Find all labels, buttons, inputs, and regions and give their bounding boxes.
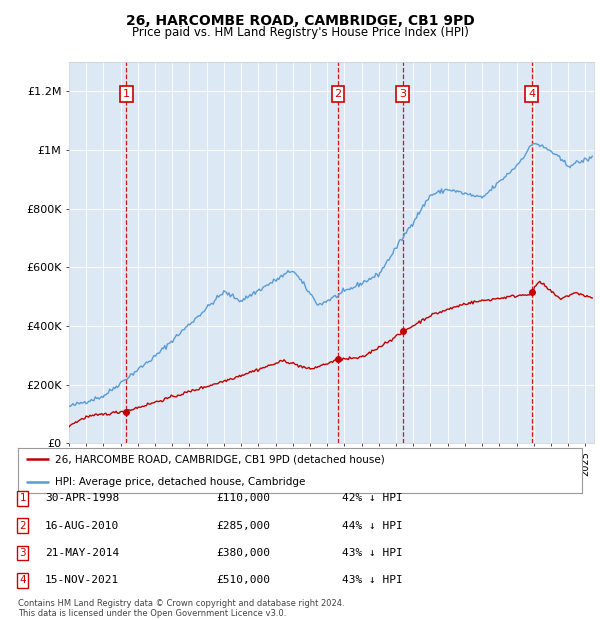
Text: £110,000: £110,000 [216,494,270,503]
Text: Price paid vs. HM Land Registry's House Price Index (HPI): Price paid vs. HM Land Registry's House … [131,26,469,39]
Text: 15-NOV-2021: 15-NOV-2021 [45,575,119,585]
Text: 1: 1 [123,89,130,99]
Text: 42% ↓ HPI: 42% ↓ HPI [342,494,403,503]
Text: £510,000: £510,000 [216,575,270,585]
Text: 4: 4 [19,575,26,585]
Text: 43% ↓ HPI: 43% ↓ HPI [342,575,403,585]
Text: 26, HARCOMBE ROAD, CAMBRIDGE, CB1 9PD: 26, HARCOMBE ROAD, CAMBRIDGE, CB1 9PD [125,14,475,28]
Text: 2: 2 [19,521,26,531]
Text: £380,000: £380,000 [216,548,270,558]
Text: 30-APR-1998: 30-APR-1998 [45,494,119,503]
Text: 3: 3 [19,548,26,558]
Text: 16-AUG-2010: 16-AUG-2010 [45,521,119,531]
Text: 26, HARCOMBE ROAD, CAMBRIDGE, CB1 9PD (detached house): 26, HARCOMBE ROAD, CAMBRIDGE, CB1 9PD (d… [55,454,385,464]
Text: 2: 2 [334,89,341,99]
Text: 43% ↓ HPI: 43% ↓ HPI [342,548,403,558]
Text: 1: 1 [19,494,26,503]
Text: 4: 4 [528,89,535,99]
Text: 44% ↓ HPI: 44% ↓ HPI [342,521,403,531]
Text: 3: 3 [399,89,406,99]
Text: 21-MAY-2014: 21-MAY-2014 [45,548,119,558]
Text: Contains HM Land Registry data © Crown copyright and database right 2024.
This d: Contains HM Land Registry data © Crown c… [18,599,344,618]
Text: £285,000: £285,000 [216,521,270,531]
Text: HPI: Average price, detached house, Cambridge: HPI: Average price, detached house, Camb… [55,477,305,487]
